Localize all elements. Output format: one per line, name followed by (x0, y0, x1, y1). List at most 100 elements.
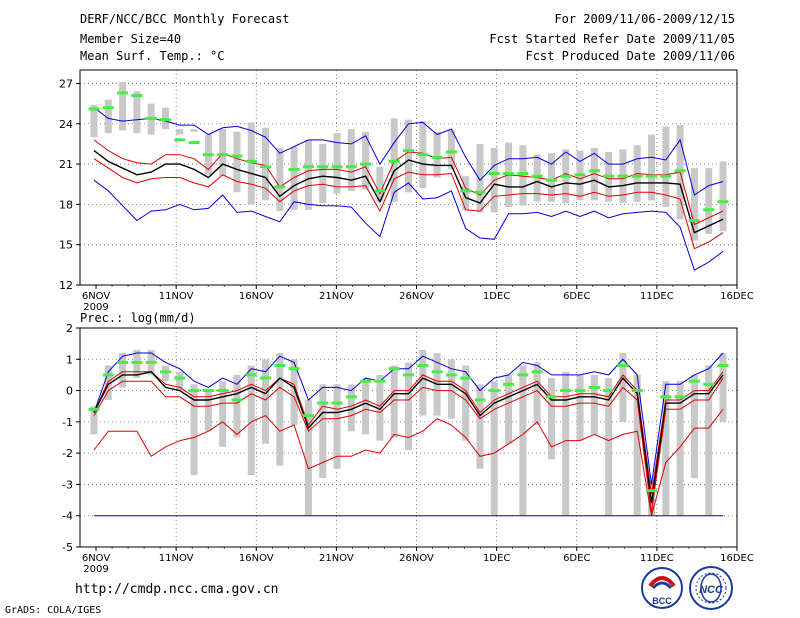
spread-bar (376, 166, 384, 202)
forecast-marker (145, 360, 157, 364)
ncc-logo-text: NCC (699, 584, 724, 596)
x-tick-label: 16DEC (720, 553, 754, 564)
precip-variable-label: Prec.: log(mm/d) (80, 311, 196, 325)
spread-bar (576, 374, 584, 441)
forecast-marker (274, 185, 286, 189)
spread-bar (304, 139, 312, 210)
forecast-marker (674, 169, 686, 173)
forecast-marker (703, 382, 715, 386)
spread-bar (390, 365, 398, 438)
series-line-upper_outer (93, 107, 724, 196)
spread-bar (319, 143, 327, 204)
forecast-marker (117, 360, 129, 364)
x-tick-label: 1DEC (483, 291, 510, 302)
forecast-marker (217, 389, 229, 393)
forecast-marker (374, 379, 386, 383)
x-tick-label: 6NOV (82, 553, 111, 564)
spread-bar (590, 147, 598, 201)
y-tick-label: -5 (62, 541, 73, 554)
spread-bar (362, 131, 370, 190)
refer-date: Fcst Started Refer Date 2009/11/05 (489, 32, 735, 46)
forecast-marker (660, 174, 672, 178)
spread-bar (719, 161, 727, 232)
series-line-lower_outer (93, 408, 724, 516)
forecast-marker (460, 376, 472, 380)
spread-bar (204, 390, 212, 432)
y-tick-label: 2 (66, 322, 73, 335)
spread-bar (447, 359, 455, 419)
spread-bar (90, 104, 98, 138)
spread-bar (347, 129, 355, 191)
y-tick-label: -4 (62, 510, 73, 523)
spread-bar (161, 365, 169, 382)
forecast-marker (646, 489, 658, 493)
bcc-logo: BCC (641, 567, 683, 609)
spread-bar (690, 374, 698, 479)
spread-bar (590, 374, 598, 435)
spread-bar (405, 362, 412, 451)
x-tick-label: 6NOV (82, 291, 111, 302)
forecast-marker (88, 407, 100, 411)
source-url[interactable]: http://cmdp.ncc.cma.gov.cn (75, 582, 279, 597)
forecast-marker (360, 162, 372, 166)
forecast-marker (603, 389, 615, 393)
forecast-marker (131, 94, 143, 98)
spread-bar (419, 349, 427, 416)
spread-bar (476, 143, 484, 213)
chart-title: DERF/NCC/BCC Monthly Forecast (80, 12, 290, 26)
forecast-marker (717, 200, 729, 204)
x-year-label: 2009 (83, 564, 108, 575)
forecast-marker (545, 395, 557, 399)
spread-bar (362, 378, 370, 435)
spread-bar (290, 359, 298, 425)
forecast-marker (588, 385, 600, 389)
spread-bar (633, 374, 641, 516)
forecast-marker (388, 367, 400, 371)
y-tick-label: -1 (62, 416, 73, 429)
bcc-logo-text: BCC (652, 596, 672, 606)
spread-bar (276, 147, 284, 212)
x-tick-label: 21NOV (319, 291, 354, 302)
spread-bar (304, 399, 312, 516)
forecast-period: For 2009/11/06-2009/12/15 (554, 12, 735, 26)
forecast-marker (545, 178, 557, 182)
forecast-marker (431, 155, 443, 159)
forecast-marker (474, 190, 486, 194)
forecast-marker (403, 373, 414, 377)
forecast-marker (131, 360, 143, 364)
forecast-marker (460, 189, 472, 193)
forecast-marker (646, 174, 658, 178)
x-tick-label: 11DEC (640, 553, 674, 564)
forecast-marker (188, 141, 200, 145)
forecast-marker (703, 208, 715, 212)
spread-bar (90, 406, 98, 435)
forecast-marker (474, 398, 486, 402)
forecast-marker (445, 373, 457, 377)
spread-bar (662, 126, 670, 208)
forecast-marker (88, 107, 100, 111)
produced-date: Fcst Produced Date 2009/11/06 (525, 49, 735, 63)
y-tick-label: 21 (59, 158, 73, 171)
forecast-marker (531, 174, 543, 178)
forecast-marker (174, 138, 186, 142)
x-tick-label: 11NOV (159, 553, 194, 564)
spread-bar (719, 353, 727, 422)
forecast-marker (331, 165, 343, 169)
spread-bar (519, 365, 527, 516)
panel-frame (79, 327, 738, 548)
forecast-marker (503, 382, 515, 386)
forecast-marker (317, 165, 329, 169)
forecast-marker (174, 376, 186, 380)
x-tick-label: 26NOV (399, 553, 434, 564)
forecast-marker (331, 401, 343, 405)
x-tick-label: 21NOV (319, 553, 354, 564)
spread-bar (219, 129, 227, 177)
spread-bar (133, 349, 141, 379)
forecast-marker (560, 174, 572, 178)
forecast-marker (503, 171, 515, 175)
x-tick-label: 6DEC (563, 553, 590, 564)
spread-bar (233, 131, 241, 193)
forecast-marker (288, 367, 300, 371)
forecast-marker (531, 370, 543, 374)
